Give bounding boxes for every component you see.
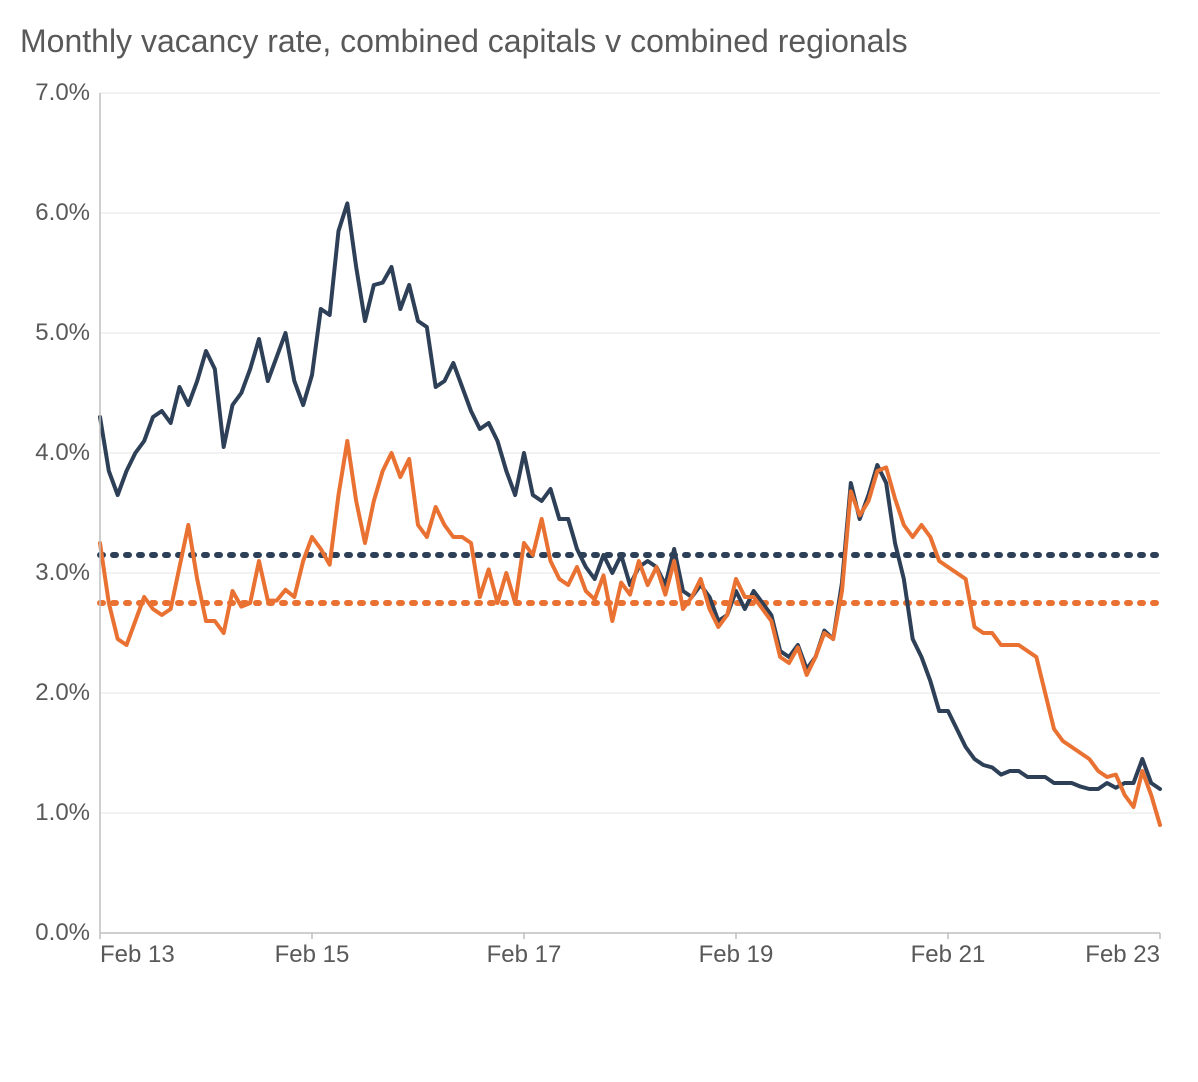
chart-title: Monthly vacancy rate, combined capitals … (20, 20, 1178, 63)
y-tick-label: 4.0% (35, 439, 100, 467)
x-tick-label: Feb 17 (487, 933, 562, 969)
y-tick-label: 1.0% (35, 799, 100, 827)
y-tick-label: 2.0% (35, 679, 100, 707)
y-tick-label: 0.0% (35, 919, 100, 947)
x-tick-label: Feb 15 (275, 933, 350, 969)
chart-svg (100, 93, 1160, 941)
x-tick-label: Feb 19 (699, 933, 774, 969)
y-tick-label: 6.0% (35, 199, 100, 227)
plot-wrapper: 0.0%1.0%2.0%3.0%4.0%5.0%6.0%7.0%Feb 13Fe… (100, 93, 1178, 933)
x-tick-label: Feb 13 (100, 933, 175, 969)
y-tick-label: 5.0% (35, 319, 100, 347)
y-tick-label: 3.0% (35, 559, 100, 587)
vacancy-rate-chart: Monthly vacancy rate, combined capitals … (20, 20, 1178, 1062)
x-tick-label: Feb 21 (911, 933, 986, 969)
plot-area: 0.0%1.0%2.0%3.0%4.0%5.0%6.0%7.0%Feb 13Fe… (100, 93, 1160, 933)
x-tick-label: Feb 23 (1085, 933, 1160, 969)
y-tick-label: 7.0% (35, 79, 100, 107)
